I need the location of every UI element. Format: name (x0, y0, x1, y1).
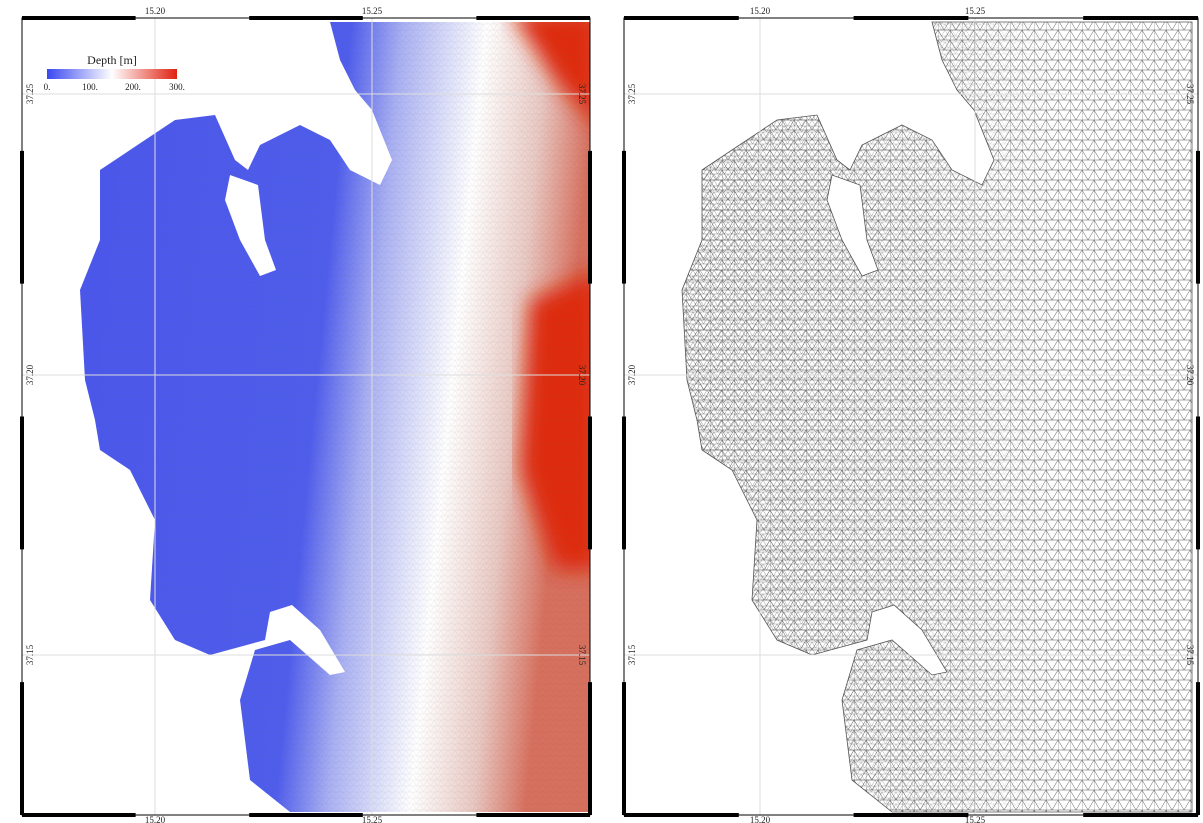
x-tick-label: 15.20 (750, 815, 771, 823)
depth-map (80, 10, 600, 812)
y-tick-label: 37.20 (1185, 365, 1195, 386)
mesh (682, 22, 1192, 812)
x-tick-label: 15.20 (145, 6, 166, 16)
deep-water (80, 10, 600, 812)
colorbar-title: Depth [m] (87, 53, 137, 67)
y-tick-label: 37.20 (25, 364, 35, 385)
y-tick-label: 37.25 (1185, 84, 1195, 105)
y-tick-label: 37.15 (25, 644, 35, 665)
colorbar-tick: 300. (169, 82, 185, 92)
y-tick-label: 37.20 (627, 364, 637, 385)
x-tick-label: 15.20 (145, 815, 166, 823)
y-tick-label: 37.25 (577, 84, 587, 105)
colorbar-tick: 0. (44, 82, 51, 92)
x-tick-label: 15.20 (750, 6, 771, 16)
y-tick-label: 37.25 (25, 83, 35, 104)
y-tick-label: 37.15 (627, 644, 637, 665)
figure: 15.20 15.20 15.25 15.25 37.25 37.25 37.20 37.20… (0, 0, 1203, 823)
x-tick-label: 15.25 (965, 6, 986, 16)
mesh-map (682, 22, 1192, 812)
x-tick-label: 15.25 (362, 815, 383, 823)
y-tick-label: 37.20 (577, 365, 587, 386)
colorbar-tick: 100. (82, 82, 98, 92)
colorbar: Depth [m] 0. 100. 200. 300. (44, 53, 185, 92)
x-tick-label: 15.25 (362, 6, 383, 16)
colorbar-scale (47, 69, 177, 79)
y-tick-label: 37.25 (627, 83, 637, 104)
y-tick-label: 37.15 (1185, 645, 1195, 666)
colorbar-tick: 200. (125, 82, 141, 92)
y-tick-label: 37.15 (577, 645, 587, 666)
